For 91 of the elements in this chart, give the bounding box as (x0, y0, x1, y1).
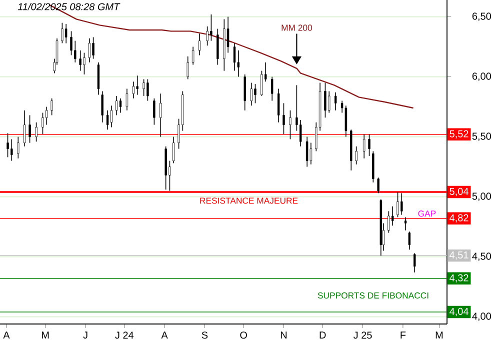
candlestick (216, 28, 219, 66)
candlestick (277, 88, 280, 123)
candlestick (88, 38, 91, 63)
candlestick (46, 106, 48, 126)
candlestick (186, 56, 189, 80)
candlestick (289, 110, 292, 140)
candlestick (35, 122, 38, 142)
candlestick (126, 88, 128, 111)
candlestick (328, 90, 330, 114)
y-tick-label: 5,50 (472, 132, 492, 141)
candlestick (136, 75, 138, 96)
candlestick (206, 26, 208, 46)
candlestick (388, 210, 390, 234)
y-tick-label: 4,50 (472, 252, 492, 261)
x-tick-label: J 25 (353, 332, 372, 339)
candlestick (254, 84, 256, 104)
candlestick (74, 40, 76, 63)
y-tick-label: 5,00 (472, 192, 492, 201)
candlestick (24, 110, 26, 147)
x-tick-label: M (436, 332, 443, 338)
x-tick-label: A (161, 332, 168, 338)
annotation: SUPPORTS DE FIBONACCI (318, 292, 428, 299)
ref-line-label: 4,51 (450, 252, 468, 260)
candlestick (97, 62, 100, 96)
candlestick (70, 30, 72, 56)
candlestick (355, 146, 358, 165)
candlestick (362, 134, 366, 159)
candlestick (83, 52, 86, 75)
candlestick (414, 252, 416, 273)
candlestick (210, 14, 212, 42)
candlestick (79, 50, 82, 72)
candlestick (50, 98, 53, 116)
candlestick (192, 46, 194, 66)
candlestick (61, 22, 64, 44)
x-tick-label: D (320, 332, 326, 338)
candlestick (396, 192, 399, 218)
annotation: RESISTANCE MAJEURE (200, 198, 298, 204)
y-tick-label: 4,00 (472, 312, 492, 321)
candlestick (92, 36, 94, 60)
candlestick (160, 93, 162, 138)
candlestick (260, 70, 263, 96)
candlestick (377, 177, 380, 194)
x-tick-label: N (280, 332, 287, 338)
candlestick (306, 136, 308, 168)
candlestick (324, 82, 326, 118)
candlestick (404, 216, 407, 231)
candlestick (172, 136, 175, 164)
candlestick (6, 132, 9, 158)
candlestick (299, 120, 302, 147)
x-tick-label: J 24 (115, 332, 134, 339)
y-tick-label: 6,50 (472, 12, 492, 21)
candlestick (110, 105, 113, 128)
candlestick (42, 112, 44, 135)
candlestick (270, 76, 274, 102)
x-tick-label: J (83, 332, 88, 339)
candlestick (101, 90, 104, 123)
candlestick (17, 136, 20, 159)
x-tick-label: A (3, 332, 10, 338)
candlestick (344, 105, 348, 138)
ref-line-label: 4,32 (450, 274, 468, 283)
candlestick (368, 134, 370, 156)
x-tick-label: M (42, 332, 49, 338)
candlestick (250, 82, 252, 106)
candlestick (132, 81, 135, 99)
ref-line-label: 4,82 (450, 214, 468, 223)
candlestick (146, 78, 149, 102)
annotation: GAP (418, 210, 436, 217)
candlestick (198, 33, 201, 56)
candlestick (237, 50, 240, 78)
candlestick (334, 92, 337, 111)
candlestick (400, 192, 403, 216)
candlestick (28, 114, 31, 144)
x-tick-label: S (202, 332, 208, 339)
candlestick (116, 96, 118, 116)
x-tick-label: F (400, 332, 406, 338)
candlestick (233, 42, 236, 72)
x-tick-label: O (240, 332, 247, 339)
candlestick (64, 24, 68, 44)
candlestick (10, 138, 13, 162)
ref-line-label: 5,04 (450, 188, 468, 196)
candlestick (119, 98, 122, 114)
candlestick (142, 78, 145, 96)
ref-line-label: 5,52 (450, 130, 468, 139)
y-tick-label: 6,00 (472, 72, 492, 81)
candlestick (153, 98, 156, 126)
text: MM 200 (282, 24, 312, 31)
candlestick (106, 110, 109, 130)
candlestick (282, 102, 285, 135)
candlestick (408, 231, 411, 250)
candlestick (310, 142, 312, 165)
ref-line-label: 4,04 (450, 308, 468, 316)
